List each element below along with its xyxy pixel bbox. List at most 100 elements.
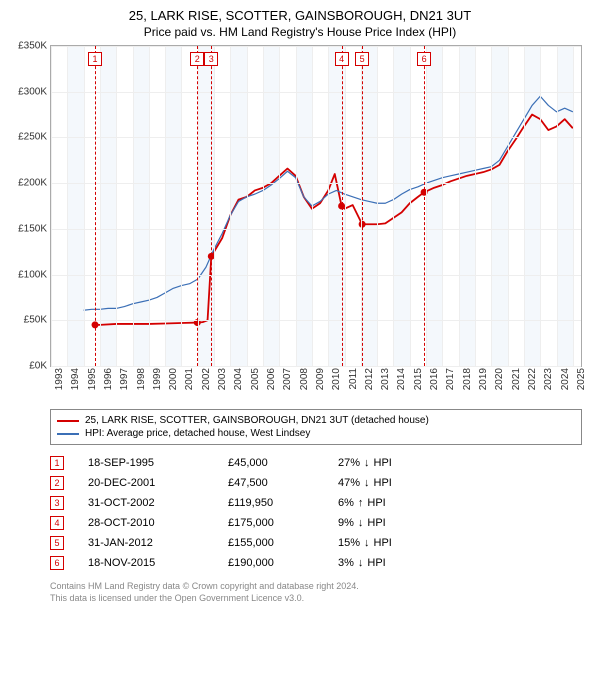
x-tick-label: 1996 <box>103 368 114 390</box>
sales-row-marker: 3 <box>50 496 64 510</box>
x-tick-label: 2007 <box>282 368 293 390</box>
sales-row-price: £47,500 <box>228 477 338 489</box>
arrow-down-icon: ↓ <box>358 557 364 569</box>
x-tick-label: 2020 <box>494 368 505 390</box>
legend-item: 25, LARK RISE, SCOTTER, GAINSBOROUGH, DN… <box>57 414 575 427</box>
sales-row-price: £45,000 <box>228 457 338 469</box>
chart: £0K£50K£100K£150K£200K£250K£300K£350K199… <box>50 45 582 405</box>
y-tick-label: £300K <box>18 86 47 97</box>
sales-row-date: 31-OCT-2002 <box>88 497 228 509</box>
x-tick-label: 2004 <box>233 368 244 390</box>
chart-marker-5: 5 <box>355 52 369 66</box>
chart-marker-2: 2 <box>190 52 204 66</box>
y-tick-label: £200K <box>18 178 47 189</box>
legend-label: HPI: Average price, detached house, West… <box>85 428 310 439</box>
x-tick-label: 2019 <box>478 368 489 390</box>
sales-row-price: £175,000 <box>228 517 338 529</box>
sales-row-marker: 5 <box>50 536 64 550</box>
y-tick-label: £250K <box>18 132 47 143</box>
sales-row-delta: 3%↓HPI <box>338 557 386 569</box>
sales-row: 4 28-OCT-2010£175,0009%↓HPI <box>50 513 582 533</box>
chart-marker-4: 4 <box>335 52 349 66</box>
chart-lines <box>51 46 581 366</box>
footer-line-2: This data is licensed under the Open Gov… <box>50 593 588 605</box>
sales-row-price: £155,000 <box>228 537 338 549</box>
x-tick-label: 2010 <box>331 368 342 390</box>
footer-line-1: Contains HM Land Registry data © Crown c… <box>50 581 588 593</box>
x-tick-label: 2005 <box>250 368 261 390</box>
x-tick-label: 2014 <box>396 368 407 390</box>
chart-subtitle: Price paid vs. HM Land Registry's House … <box>12 25 588 39</box>
sales-row-date: 28-OCT-2010 <box>88 517 228 529</box>
x-tick-label: 2021 <box>511 368 522 390</box>
sales-row: 5 31-JAN-2012£155,00015%↓HPI <box>50 533 582 553</box>
x-tick-label: 2013 <box>380 368 391 390</box>
x-tick-label: 2001 <box>184 368 195 390</box>
sales-row-marker: 6 <box>50 556 64 570</box>
x-tick-label: 2006 <box>266 368 277 390</box>
x-tick-label: 2000 <box>168 368 179 390</box>
footer-attribution: Contains HM Land Registry data © Crown c… <box>50 581 588 604</box>
x-tick-label: 1999 <box>152 368 163 390</box>
arrow-down-icon: ↓ <box>364 477 370 489</box>
x-tick-label: 1994 <box>70 368 81 390</box>
chart-marker-6: 6 <box>417 52 431 66</box>
arrow-up-icon: ↑ <box>358 497 364 509</box>
chart-title-block: 25, LARK RISE, SCOTTER, GAINSBOROUGH, DN… <box>12 8 588 39</box>
sales-row-delta: 9%↓HPI <box>338 517 386 529</box>
legend-swatch <box>57 433 79 435</box>
x-tick-label: 2017 <box>445 368 456 390</box>
x-tick-label: 2015 <box>413 368 424 390</box>
sales-row-delta: 6%↑HPI <box>338 497 386 509</box>
x-tick-label: 2003 <box>217 368 228 390</box>
sales-row-delta: 47%↓HPI <box>338 477 392 489</box>
y-tick-label: £350K <box>18 41 47 52</box>
x-tick-label: 2002 <box>201 368 212 390</box>
sales-row-marker: 1 <box>50 456 64 470</box>
plot-area: £0K£50K£100K£150K£200K£250K£300K£350K199… <box>50 45 582 367</box>
x-tick-label: 2022 <box>527 368 538 390</box>
chart-marker-1: 1 <box>88 52 102 66</box>
x-tick-label: 2012 <box>364 368 375 390</box>
y-tick-label: £0K <box>29 361 47 372</box>
x-tick-label: 2025 <box>576 368 587 390</box>
sales-row-marker: 4 <box>50 516 64 530</box>
x-tick-label: 1995 <box>87 368 98 390</box>
arrow-down-icon: ↓ <box>358 517 364 529</box>
chart-marker-3: 3 <box>204 52 218 66</box>
legend-label: 25, LARK RISE, SCOTTER, GAINSBOROUGH, DN… <box>85 415 429 426</box>
x-tick-label: 2016 <box>429 368 440 390</box>
sales-row-date: 31-JAN-2012 <box>88 537 228 549</box>
sales-row-price: £119,950 <box>228 497 338 509</box>
legend-item: HPI: Average price, detached house, West… <box>57 427 575 440</box>
x-tick-label: 2008 <box>299 368 310 390</box>
sales-row: 3 31-OCT-2002£119,9506%↑HPI <box>50 493 582 513</box>
sales-table: 1 18-SEP-1995£45,00027%↓HPI 2 20-DEC-2001£4… <box>50 453 582 573</box>
x-tick-label: 1997 <box>119 368 130 390</box>
chart-title: 25, LARK RISE, SCOTTER, GAINSBOROUGH, DN… <box>12 8 588 23</box>
sales-row-delta: 15%↓HPI <box>338 537 392 549</box>
y-tick-label: £50K <box>24 315 47 326</box>
x-tick-label: 2024 <box>560 368 571 390</box>
sales-row-date: 18-SEP-1995 <box>88 457 228 469</box>
sales-row: 6 18-NOV-2015£190,0003%↓HPI <box>50 553 582 573</box>
y-tick-label: £150K <box>18 223 47 234</box>
y-tick-label: £100K <box>18 269 47 280</box>
x-tick-label: 2009 <box>315 368 326 390</box>
sales-row-date: 18-NOV-2015 <box>88 557 228 569</box>
sales-row: 2 20-DEC-2001£47,50047%↓HPI <box>50 473 582 493</box>
x-tick-label: 1998 <box>136 368 147 390</box>
legend: 25, LARK RISE, SCOTTER, GAINSBOROUGH, DN… <box>50 409 582 445</box>
arrow-down-icon: ↓ <box>364 537 370 549</box>
x-tick-label: 2018 <box>462 368 473 390</box>
sales-row-date: 20-DEC-2001 <box>88 477 228 489</box>
sales-row: 1 18-SEP-1995£45,00027%↓HPI <box>50 453 582 473</box>
x-tick-label: 2023 <box>543 368 554 390</box>
x-tick-label: 1993 <box>54 368 65 390</box>
arrow-down-icon: ↓ <box>364 457 370 469</box>
sales-row-price: £190,000 <box>228 557 338 569</box>
sales-row-delta: 27%↓HPI <box>338 457 392 469</box>
sales-row-marker: 2 <box>50 476 64 490</box>
x-tick-label: 2011 <box>348 368 359 390</box>
legend-swatch <box>57 420 79 422</box>
